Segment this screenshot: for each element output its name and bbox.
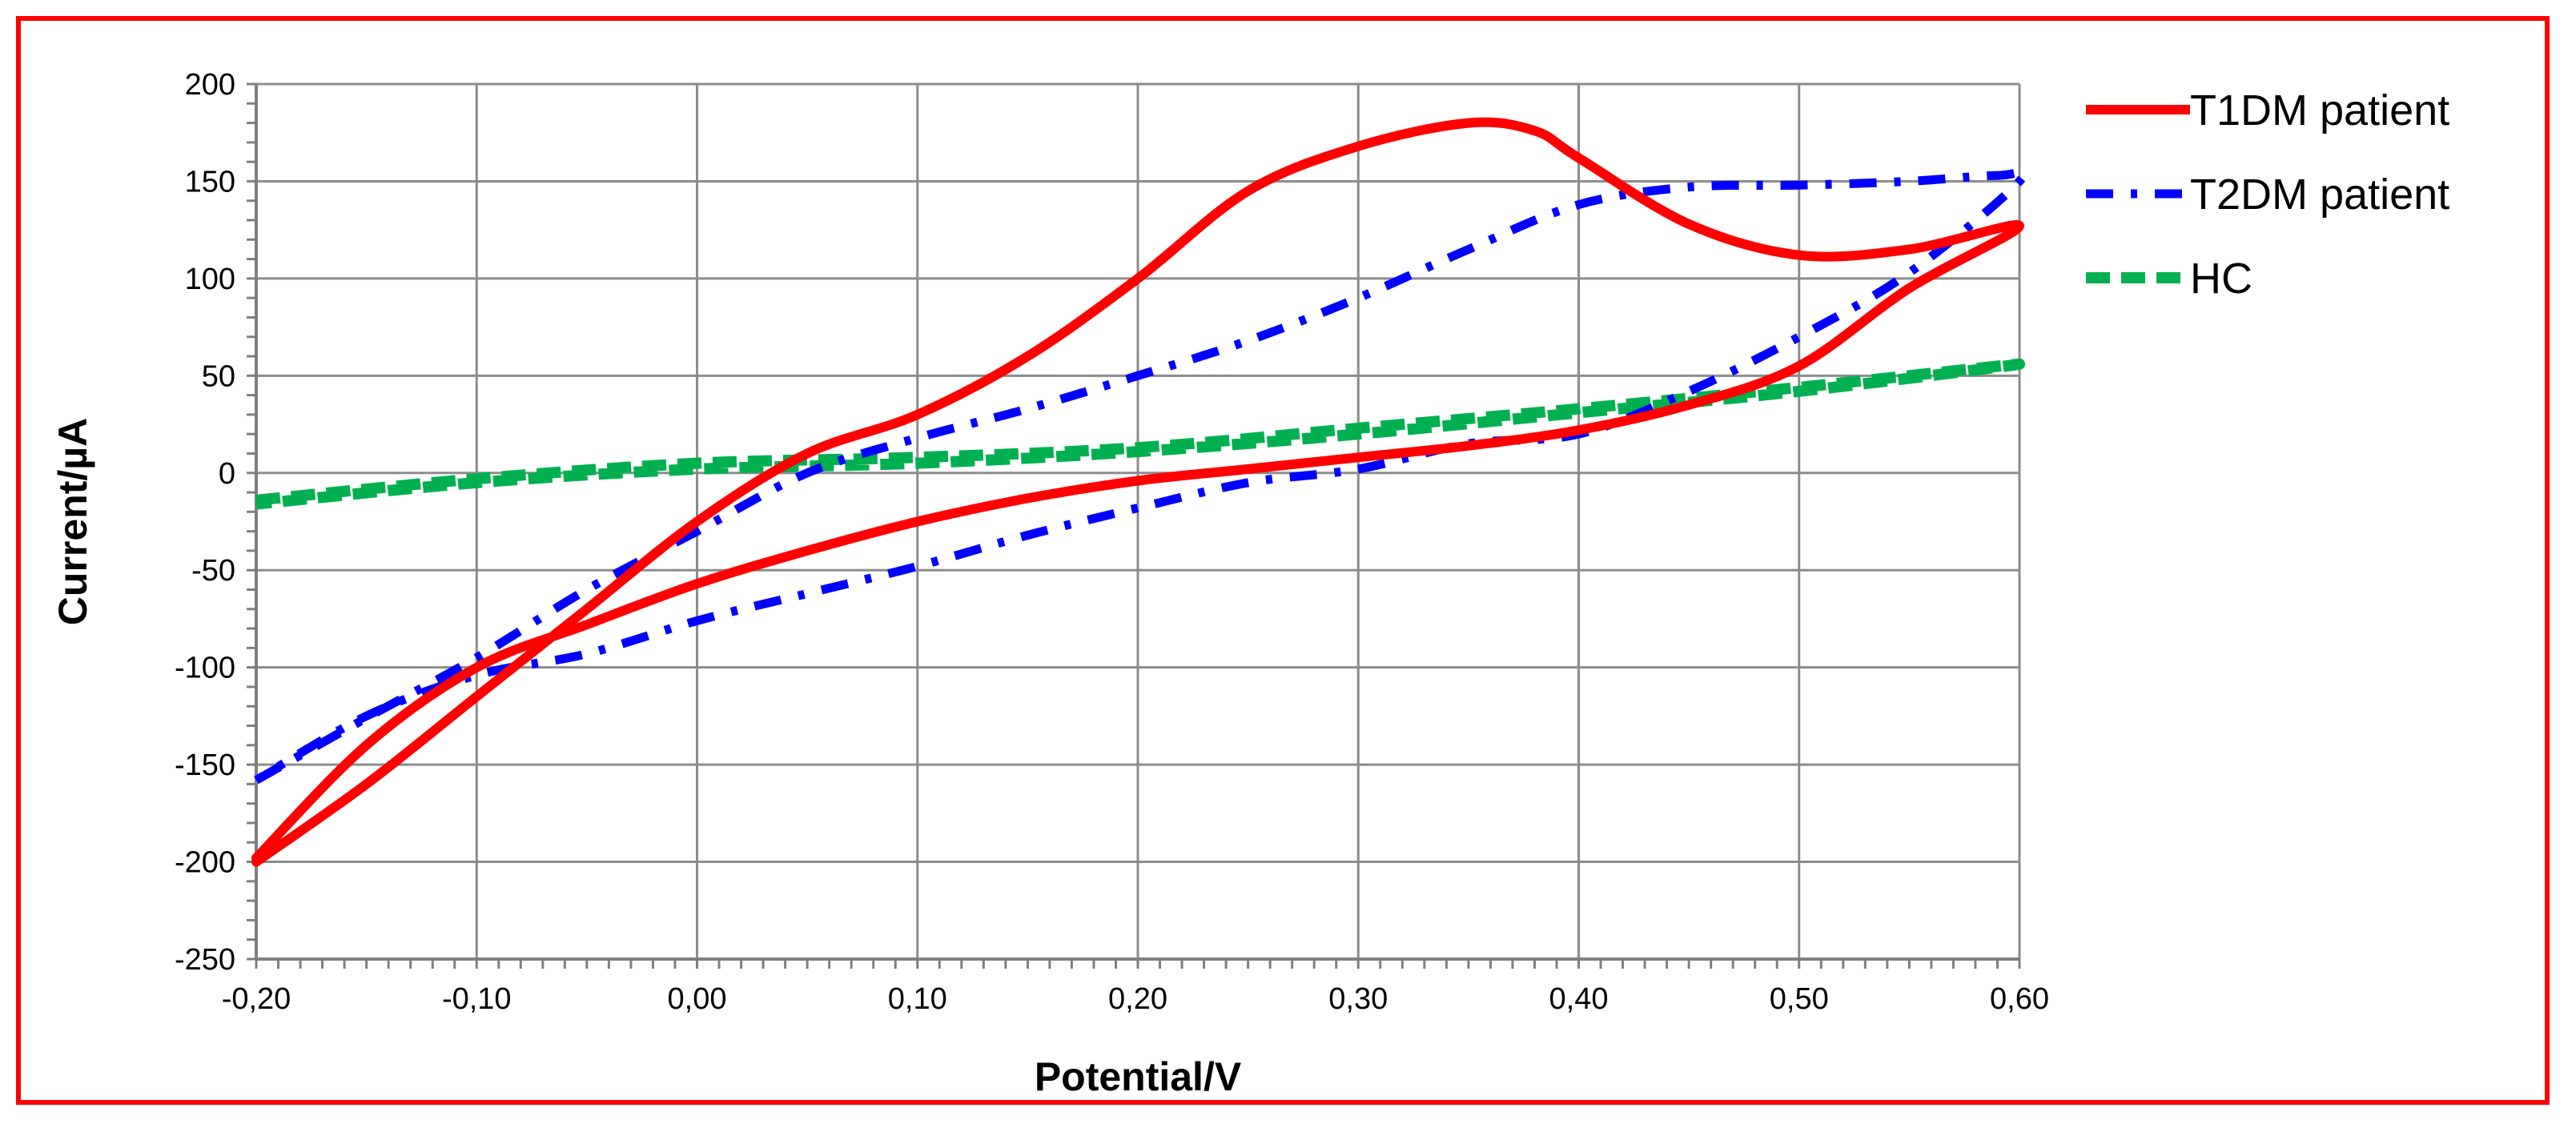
x-tick-label: -0,20 [222,982,291,1016]
x-tick-label: 0,20 [1108,982,1167,1016]
legend-label: T2DM patient [2190,171,2449,219]
y-tick-label: -50 [191,554,235,588]
y-tick-label: -250 [175,943,235,977]
gridlines [247,82,2021,969]
x-tick-label: 0,10 [888,982,947,1016]
y-tick-label: -100 [175,652,235,685]
x-axis-title: Potential/V [1035,1054,1242,1099]
x-tick-label: 0,50 [1770,982,1829,1016]
x-tick-label: 0,30 [1328,982,1388,1016]
series-line-t1dm-patient [251,117,2024,867]
legend-label: T1DM patient [2190,86,2449,134]
y-tick-label: 50 [202,359,235,393]
y-axis-title: Current/µA [50,418,95,625]
x-tick-label: 0,00 [668,982,727,1016]
y-tick-label: 100 [185,263,235,296]
y-tick-label: 150 [185,165,235,199]
x-tick-label: 0,40 [1549,982,1609,1016]
chart-frame [16,16,2550,1105]
y-tick-label: 0 [219,457,235,491]
legend: T1DM patient T2DM patient HC [2086,86,2449,303]
x-tick-label: 0,60 [1990,982,2049,1016]
y-tick-label: -200 [175,846,235,880]
series-line-hc [255,358,2025,510]
y-tick-label: -150 [175,749,235,782]
x-axis-tick-labels: -0,20 -0,10 0,00 0,10 0,20 0,30 0,40 0,50 0,60 [222,982,2049,1016]
y-axis-tick-labels: 200 150 100 50 0 -50 -100 -150 -200 -250 [175,68,235,977]
legend-label: HC [2190,255,2252,303]
y-tick-label: 200 [185,68,235,102]
x-tick-label: -0,10 [442,982,512,1016]
series-lines [251,117,2030,867]
